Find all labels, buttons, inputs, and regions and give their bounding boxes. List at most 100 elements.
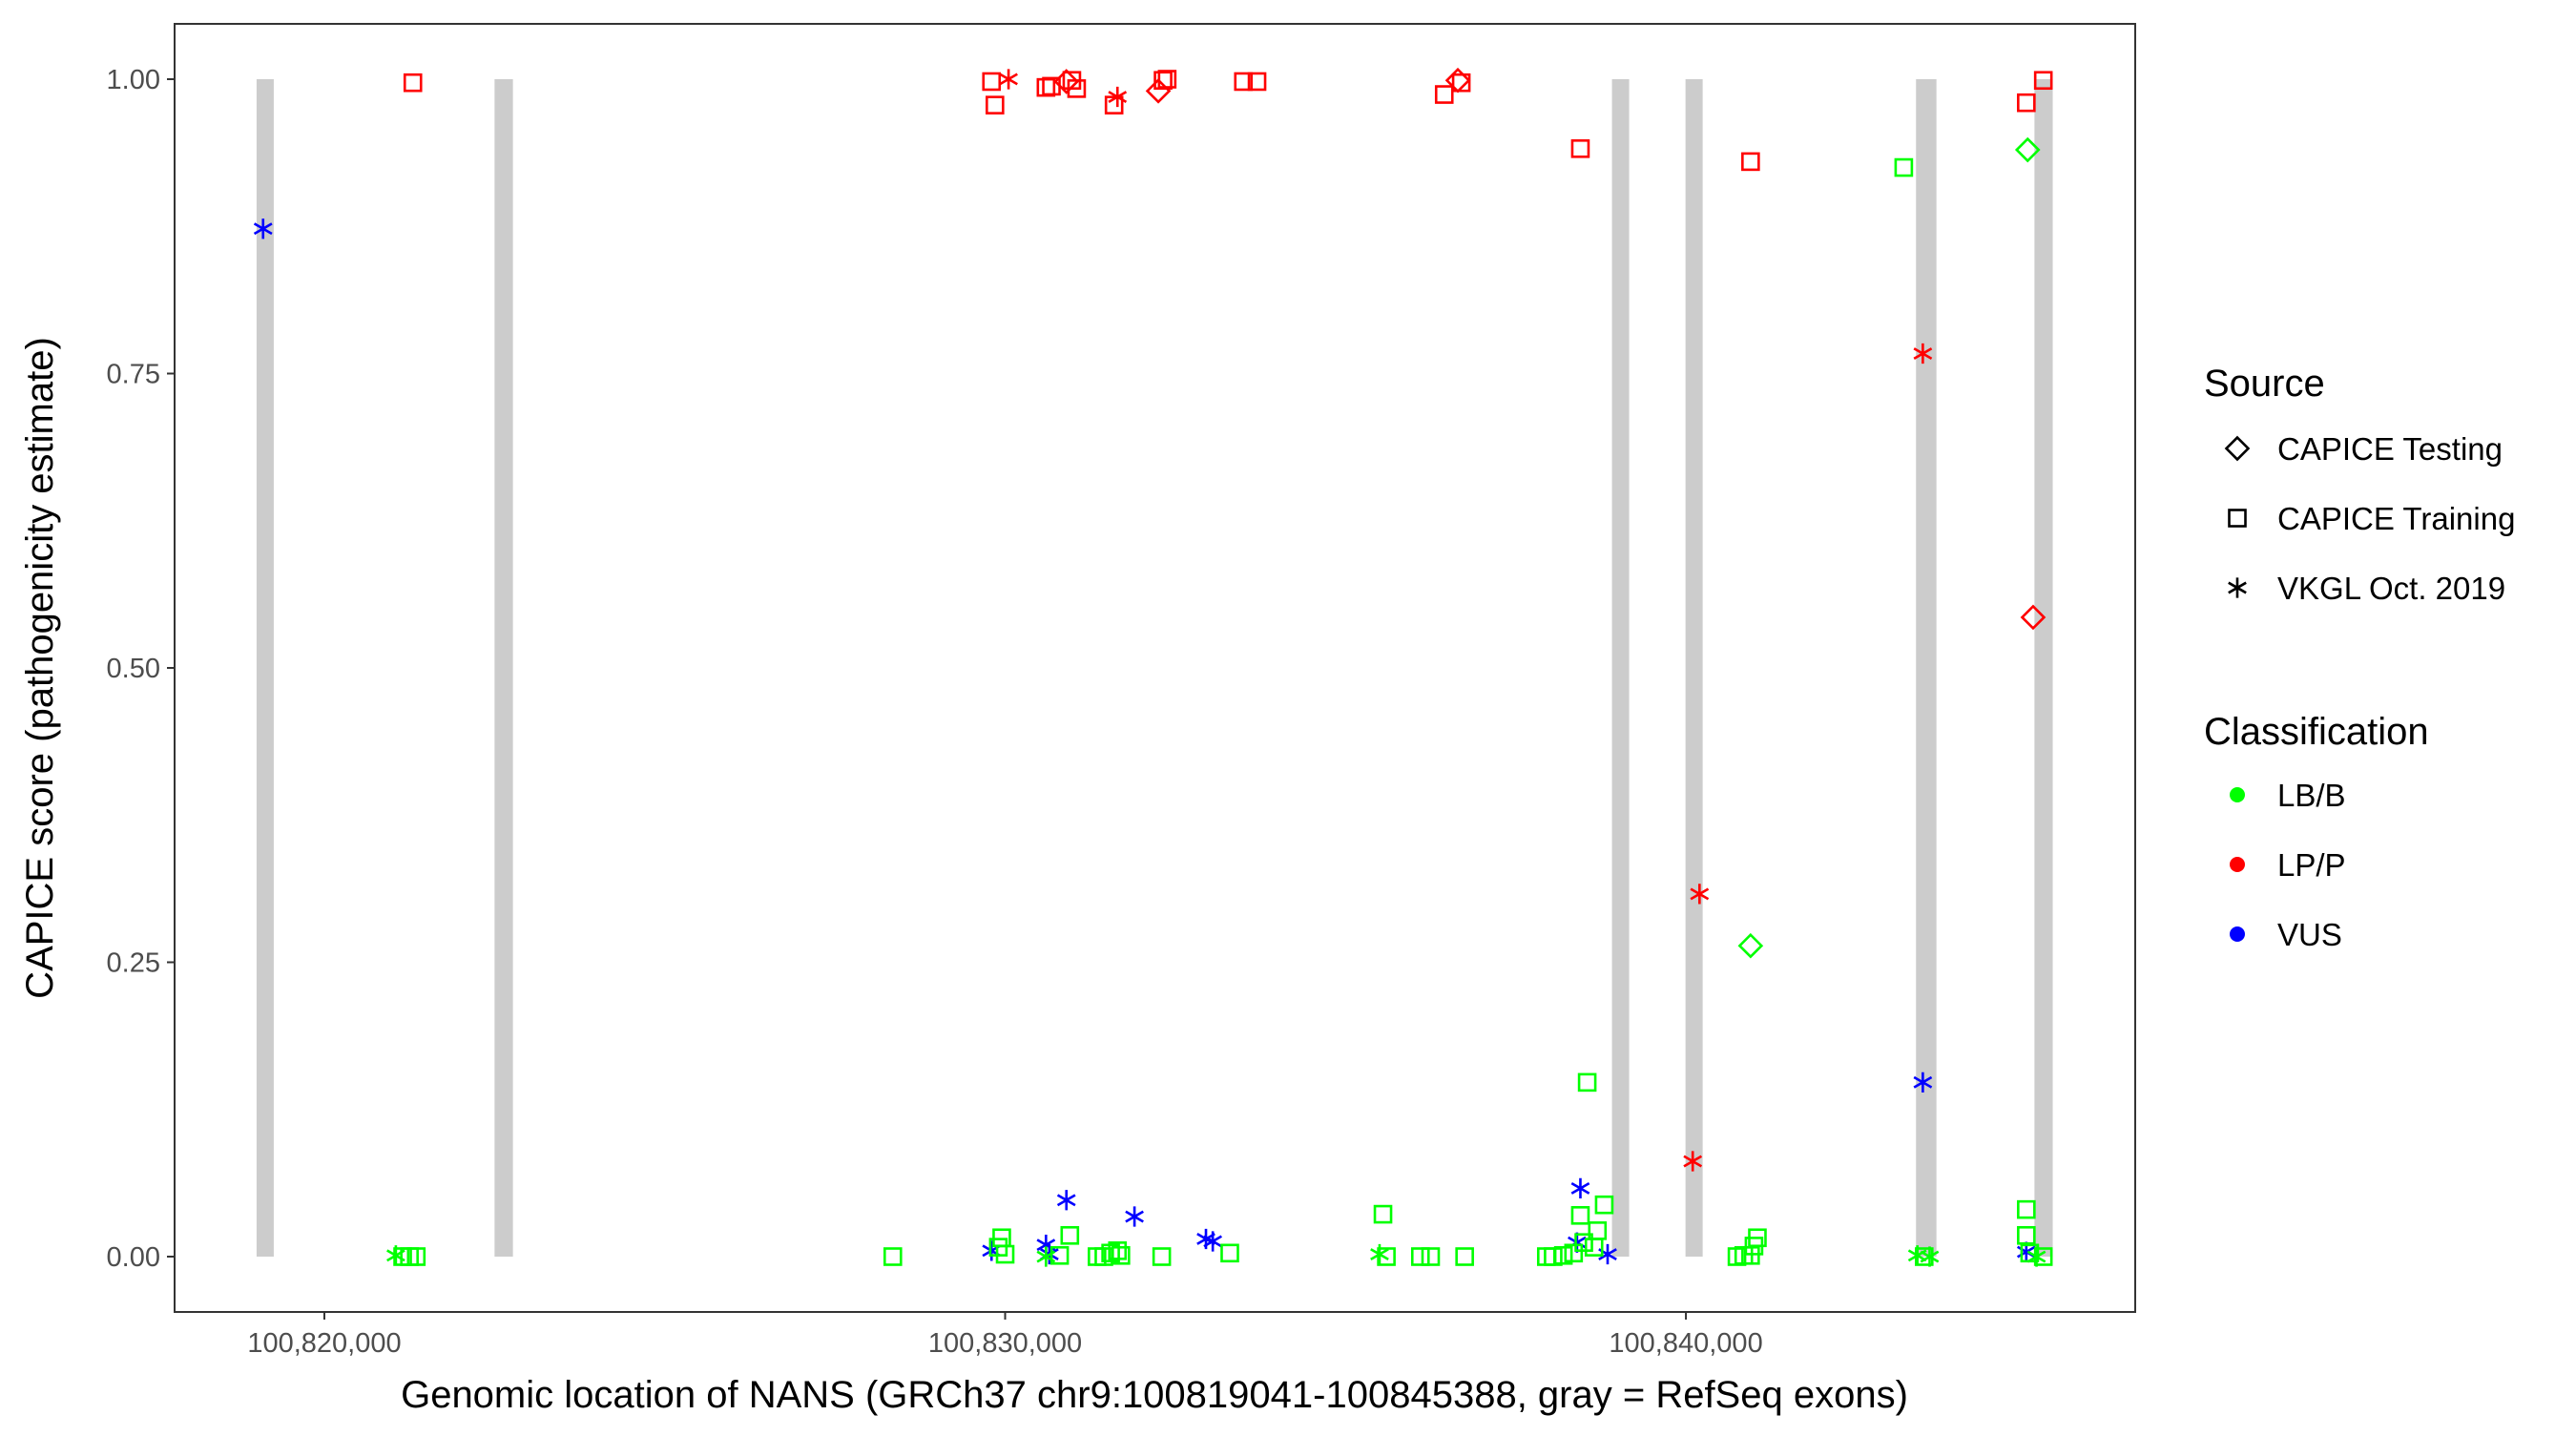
data-point-35-asterisk xyxy=(1203,1231,1222,1252)
legend-classification-label-2: LP/P xyxy=(2277,847,2346,883)
data-point-66-square xyxy=(1094,1247,1113,1266)
data-point-2 xyxy=(982,72,1002,92)
data-point-20-square xyxy=(1570,139,1590,158)
data-point-35 xyxy=(1203,1231,1222,1252)
data-point-9-square xyxy=(1067,79,1087,98)
x-tick-label-2: 100,830,000 xyxy=(928,1328,1082,1359)
data-point-63 xyxy=(1108,1241,1128,1260)
legend-source-label-2: CAPICE Training xyxy=(2277,501,2515,536)
y-tick-label-1: 0.00 xyxy=(107,1242,160,1273)
data-point-39-asterisk xyxy=(1913,1072,1933,1093)
data-point-72 xyxy=(995,1244,1015,1264)
data-point-22-asterisk xyxy=(1913,343,1933,364)
data-point-79-square xyxy=(1744,1237,1764,1256)
data-points xyxy=(253,67,2053,1267)
data-point-11-asterisk xyxy=(1108,86,1128,108)
exon-band-5 xyxy=(1916,78,1937,1258)
data-point-43-diamond xyxy=(1737,932,1764,959)
data-point-49-square xyxy=(1584,1238,1604,1257)
data-point-84 xyxy=(1915,1247,1934,1266)
data-point-1 xyxy=(403,73,423,93)
data-point-16 xyxy=(1247,72,1267,92)
data-point-17 xyxy=(1434,85,1454,104)
data-point-73-square xyxy=(883,1247,903,1266)
data-point-61-square xyxy=(1152,1247,1172,1266)
data-point-72-square xyxy=(995,1244,1015,1264)
legend-source-key-3-asterisk xyxy=(2228,577,2247,598)
data-point-63-square xyxy=(1108,1241,1128,1260)
legend-source-key-2 xyxy=(2228,509,2247,528)
data-point-60-square xyxy=(1220,1243,1239,1263)
data-point-44-square xyxy=(1577,1072,1597,1093)
data-point-22 xyxy=(1913,343,1933,364)
exon-band-6 xyxy=(2034,78,2053,1258)
data-point-37 xyxy=(1570,1177,1590,1199)
data-point-45 xyxy=(1594,1195,1614,1215)
y-tick-label-2: 0.25 xyxy=(107,948,160,979)
data-point-44 xyxy=(1577,1072,1597,1093)
data-point-25 xyxy=(2020,604,2046,631)
data-point-87 xyxy=(2017,1225,2036,1245)
legend-classification-title: Classification xyxy=(2204,711,2429,753)
y-axis-title: CAPICE score (pathogenicity estimate) xyxy=(19,337,61,999)
data-point-33-asterisk xyxy=(1125,1206,1144,1227)
data-point-28 xyxy=(253,219,273,239)
data-point-86 xyxy=(2017,1199,2036,1219)
data-point-42-diamond xyxy=(2014,136,2041,163)
data-point-73 xyxy=(883,1247,903,1266)
data-point-56 xyxy=(1377,1247,1396,1266)
data-point-15-square xyxy=(1234,72,1254,92)
legend: Source CAPICE Testing CAPICE Training VKGL … xyxy=(2204,363,2515,952)
data-point-58 xyxy=(1421,1247,1441,1266)
data-point-27-asterisk xyxy=(1683,1151,1703,1172)
exon-band-4 xyxy=(1685,78,1703,1258)
data-point-24-square xyxy=(2033,71,2053,91)
data-point-62 xyxy=(1101,1243,1120,1263)
legend-classification-key-1-dot xyxy=(2230,787,2245,802)
data-point-45-square xyxy=(1594,1195,1614,1215)
data-point-46 xyxy=(1570,1206,1590,1225)
data-point-10 xyxy=(1104,95,1124,114)
data-point-43 xyxy=(1737,932,1764,959)
data-point-82-square xyxy=(1734,1245,1754,1265)
legend-source-label-3: VKGL Oct. 2019 xyxy=(2277,571,2505,606)
data-point-10-square xyxy=(1104,95,1124,114)
y-tick-label-4: 0.75 xyxy=(107,359,160,389)
legend-source-label-1: CAPICE Testing xyxy=(2277,431,2503,467)
data-point-21-square xyxy=(1741,152,1760,172)
legend-source-key-1 xyxy=(2224,435,2251,462)
exon-band-3 xyxy=(1611,78,1630,1258)
data-point-50 xyxy=(1564,1243,1584,1263)
data-point-69-asterisk xyxy=(1036,1246,1056,1267)
data-point-84-square xyxy=(1915,1247,1934,1266)
data-point-89 xyxy=(2026,1246,2046,1267)
data-point-60 xyxy=(1220,1243,1239,1263)
legend-classification-key-2 xyxy=(2230,857,2245,872)
data-point-7 xyxy=(1053,69,1080,94)
data-point-54-square xyxy=(1373,1204,1393,1224)
x-tick-label-3: 100,840,000 xyxy=(1609,1328,1762,1359)
y-tick-label-5: 1.00 xyxy=(107,65,160,95)
data-point-14 xyxy=(1157,70,1177,89)
data-point-14-square xyxy=(1157,70,1177,89)
data-point-67-square xyxy=(1060,1225,1080,1245)
data-point-90-square xyxy=(2033,1247,2053,1266)
data-point-42 xyxy=(2014,136,2041,163)
data-point-62-square xyxy=(1101,1243,1120,1263)
x-axis: 100,820,000 100,830,000 100,840,000 xyxy=(247,1312,1763,1359)
data-point-67 xyxy=(1060,1225,1080,1245)
data-point-85 xyxy=(1920,1246,1940,1267)
data-point-23-square xyxy=(2017,93,2036,113)
data-point-19 xyxy=(1451,73,1471,93)
data-point-48 xyxy=(1574,1233,1593,1252)
x-axis-title: Genomic location of NANS (GRCh37 chr9:10… xyxy=(401,1374,1908,1416)
data-point-4-asterisk xyxy=(999,69,1018,90)
data-point-27 xyxy=(1683,1151,1703,1172)
legend-source-key-2-square xyxy=(2228,509,2247,528)
x-tick-label-1: 100,820,000 xyxy=(247,1328,401,1359)
data-point-37-asterisk xyxy=(1570,1177,1590,1199)
data-point-58-square xyxy=(1421,1247,1441,1266)
data-point-56-square xyxy=(1377,1247,1396,1266)
